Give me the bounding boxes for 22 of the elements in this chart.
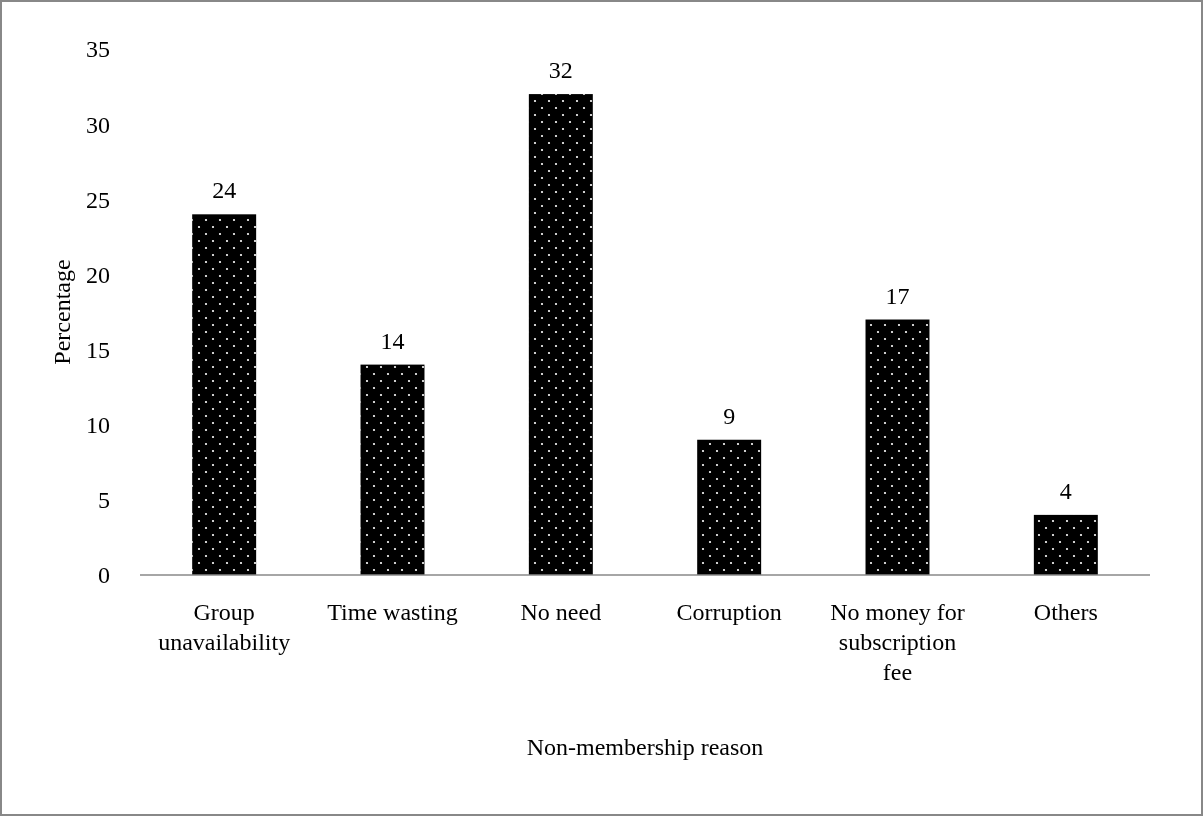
x-tick-label: Corruption <box>676 599 782 625</box>
x-tick-label: No need <box>520 599 602 625</box>
data-label: 24 <box>212 177 237 204</box>
y-tick-label: 35 <box>86 36 110 63</box>
y-tick-label: 10 <box>86 412 110 439</box>
data-label: 9 <box>723 402 736 429</box>
data-label: 14 <box>380 327 405 354</box>
x-tick-label: Group unavailability <box>158 599 291 655</box>
y-tick-label: 30 <box>86 111 110 138</box>
y-tick-label: 0 <box>98 562 110 589</box>
y-tick-label: 20 <box>86 261 110 288</box>
x-tick-label: No money for subscription fee <box>830 599 965 685</box>
y-tick-label: 25 <box>86 186 110 213</box>
y-axis-title: Percentage <box>49 259 75 365</box>
x-tick-label: Others <box>1033 599 1098 625</box>
x-axis-title: Non-membership reason <box>526 734 764 760</box>
y-tick-label: 5 <box>98 487 110 514</box>
data-label: 4 <box>1059 477 1072 504</box>
data-label: 17 <box>885 282 910 309</box>
x-tick-label: Time wasting <box>327 599 458 625</box>
data-label: 32 <box>548 57 573 84</box>
y-tick-label: 15 <box>86 336 110 363</box>
